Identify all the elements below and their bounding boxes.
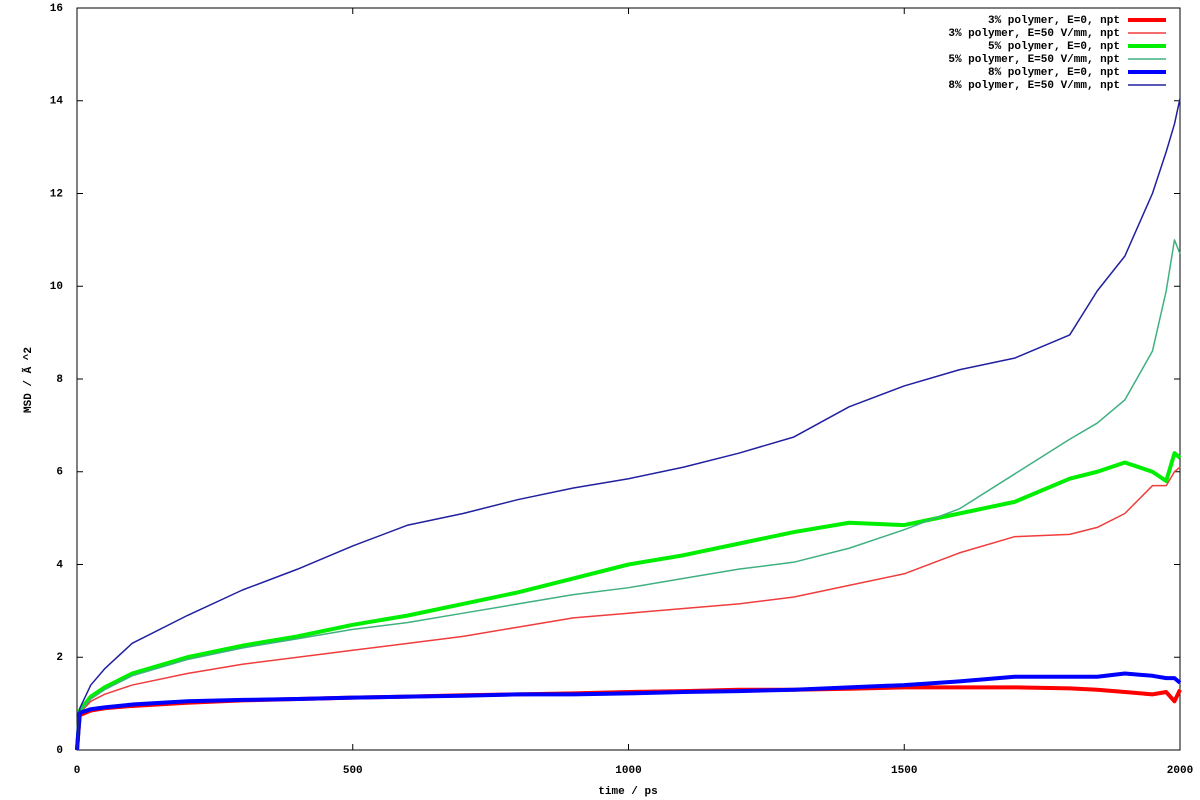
y-tick-label: 8 (56, 374, 63, 386)
legend-label: 5% polymer, E=0, npt (988, 41, 1120, 53)
legend-label: 8% polymer, E=0, npt (988, 67, 1120, 79)
y-tick-label: 16 (50, 3, 63, 15)
y-tick-label: 14 (50, 96, 64, 108)
y-tick-label: 0 (56, 745, 63, 757)
y-axis-label: MSD / Ã ^2 (21, 347, 35, 413)
series-line (75, 685, 1182, 751)
x-tick-label: 0 (74, 765, 81, 777)
series-line (75, 671, 1182, 751)
y-tick-label: 4 (56, 559, 63, 571)
x-axis-label: time / ps (598, 786, 657, 798)
series-line (76, 98, 1181, 751)
legend-label: 3% polymer, E=50 V/mm, npt (948, 28, 1120, 40)
legend-label: 5% polymer, E=50 V/mm, npt (948, 54, 1120, 66)
x-tick-label: 2000 (1167, 765, 1193, 777)
y-tick-label: 12 (50, 188, 63, 200)
plot-frame (76, 7, 1181, 751)
x-tick-label: 1000 (615, 765, 641, 777)
y-tick-label: 6 (56, 467, 63, 479)
series-line (76, 239, 1181, 751)
series-line (76, 466, 1181, 751)
y-tick-label: 2 (56, 652, 63, 664)
series-line (75, 451, 1182, 751)
legend-label: 3% polymer, E=0, npt (988, 15, 1120, 27)
x-tick-label: 500 (343, 765, 363, 777)
legend-label: 8% polymer, E=50 V/mm, npt (948, 80, 1120, 92)
x-tick-label: 1500 (891, 765, 917, 777)
y-tick-label: 10 (50, 281, 63, 293)
